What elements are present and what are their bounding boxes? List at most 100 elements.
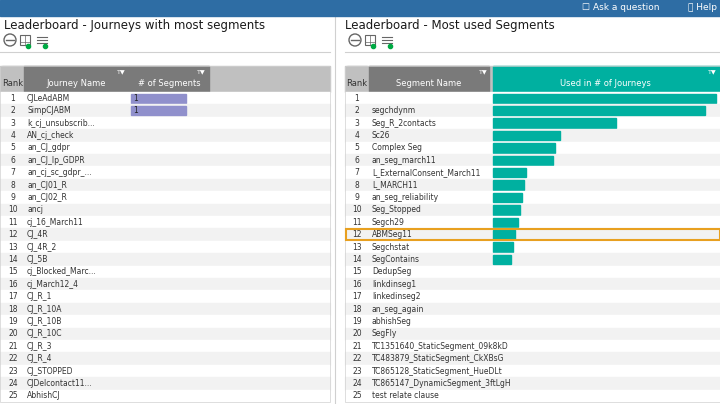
Bar xyxy=(0,66,330,92)
Bar xyxy=(493,168,526,177)
Text: CJ_R_10C: CJ_R_10C xyxy=(27,329,63,338)
Text: 6: 6 xyxy=(354,156,359,165)
Text: TC865128_StaticSegment_HueDLt: TC865128_StaticSegment_HueDLt xyxy=(372,366,503,375)
Text: 24: 24 xyxy=(8,379,18,388)
Text: abhishSeg: abhishSeg xyxy=(372,317,412,326)
Text: 21: 21 xyxy=(352,342,361,351)
Bar xyxy=(345,340,720,352)
Text: Leaderboard - Most used Segments: Leaderboard - Most used Segments xyxy=(345,19,554,32)
Bar xyxy=(345,66,720,92)
Text: # of Segments: # of Segments xyxy=(138,80,200,88)
Text: 16: 16 xyxy=(352,280,362,289)
Text: CJ_R_4: CJ_R_4 xyxy=(27,354,53,363)
Text: 2: 2 xyxy=(355,106,359,115)
Text: Complex Seg: Complex Seg xyxy=(372,143,422,152)
Text: 9: 9 xyxy=(11,193,15,202)
Text: 15: 15 xyxy=(352,267,362,276)
Text: TC865147_DynamicSegment_3ftLgH: TC865147_DynamicSegment_3ftLgH xyxy=(372,379,512,388)
Text: an_CJ01_R: an_CJ01_R xyxy=(27,181,67,189)
Text: segchdynm: segchdynm xyxy=(372,106,416,115)
Text: 20: 20 xyxy=(8,329,18,338)
Text: 25: 25 xyxy=(8,391,18,400)
Text: 15: 15 xyxy=(8,267,18,276)
Bar xyxy=(0,328,330,340)
Bar xyxy=(0,179,330,191)
Text: 23: 23 xyxy=(8,366,18,375)
Text: 4: 4 xyxy=(11,131,15,140)
Bar xyxy=(345,265,720,278)
Text: an_CJ_lp_GDPR: an_CJ_lp_GDPR xyxy=(27,156,85,165)
Bar xyxy=(493,255,511,264)
Bar xyxy=(345,141,720,154)
Bar xyxy=(0,66,330,402)
Bar xyxy=(345,154,720,166)
Bar xyxy=(0,278,330,290)
Text: ancj: ancj xyxy=(27,205,43,214)
Bar xyxy=(345,204,720,216)
Bar xyxy=(20,35,30,45)
Text: TC1351640_StaticSegment_09k8kD: TC1351640_StaticSegment_09k8kD xyxy=(372,342,509,351)
Bar xyxy=(493,131,560,140)
Text: 22: 22 xyxy=(8,354,18,363)
Bar xyxy=(131,106,186,115)
Bar xyxy=(493,93,716,103)
Text: ⓘ Help: ⓘ Help xyxy=(688,4,717,13)
Text: 21: 21 xyxy=(8,342,18,351)
Bar xyxy=(493,217,518,227)
Text: SegContains: SegContains xyxy=(372,255,420,264)
Text: 10: 10 xyxy=(352,205,362,214)
Text: CJ_R_1: CJ_R_1 xyxy=(27,292,53,301)
Bar xyxy=(493,106,705,115)
Text: CJ_R_10B: CJ_R_10B xyxy=(27,317,63,326)
Bar xyxy=(0,0,720,16)
Text: an_cj_sc_gdpr_...: an_cj_sc_gdpr_... xyxy=(27,168,91,177)
Bar xyxy=(345,290,720,303)
Bar xyxy=(345,191,720,204)
Text: Sc26: Sc26 xyxy=(372,131,390,140)
Text: an_CJ_gdpr: an_CJ_gdpr xyxy=(27,143,70,152)
Bar xyxy=(493,242,513,252)
Text: Leaderboard - Journeys with most segments: Leaderboard - Journeys with most segment… xyxy=(4,19,265,32)
Bar xyxy=(0,216,330,228)
Text: 17: 17 xyxy=(8,292,18,301)
Text: 23: 23 xyxy=(352,366,362,375)
Text: 11: 11 xyxy=(352,218,361,227)
Text: T▼: T▼ xyxy=(197,69,206,74)
Bar xyxy=(369,66,489,92)
Bar xyxy=(0,315,330,328)
Text: CJ_R_3: CJ_R_3 xyxy=(27,342,53,351)
Text: 12: 12 xyxy=(8,230,18,239)
Bar xyxy=(0,389,330,402)
Bar xyxy=(0,117,330,129)
Text: 1: 1 xyxy=(11,94,15,103)
Text: cj_March12_4: cj_March12_4 xyxy=(27,280,79,289)
Bar xyxy=(493,180,524,190)
Text: SimpCJABM: SimpCJABM xyxy=(27,106,71,115)
Text: 18: 18 xyxy=(352,305,361,314)
Bar xyxy=(345,216,720,228)
Bar xyxy=(493,143,555,152)
Bar xyxy=(0,265,330,278)
Bar xyxy=(346,229,719,240)
Text: 24: 24 xyxy=(352,379,362,388)
Text: 19: 19 xyxy=(8,317,18,326)
Text: ☐ Ask a question: ☐ Ask a question xyxy=(582,4,660,13)
Bar xyxy=(345,129,720,141)
Text: Journey Name: Journey Name xyxy=(47,80,107,88)
Bar xyxy=(0,340,330,352)
Text: AbhishCJ: AbhishCJ xyxy=(27,391,60,400)
Text: Segchstat: Segchstat xyxy=(372,242,410,252)
Bar xyxy=(0,290,330,303)
Bar xyxy=(345,328,720,340)
Text: 4: 4 xyxy=(354,131,359,140)
Text: 13: 13 xyxy=(8,242,18,252)
Text: 5: 5 xyxy=(354,143,359,152)
Bar xyxy=(345,389,720,402)
Text: 14: 14 xyxy=(8,255,18,264)
Text: T▼: T▼ xyxy=(708,69,716,74)
Bar xyxy=(0,166,330,179)
Text: 7: 7 xyxy=(354,168,359,177)
Bar xyxy=(0,241,330,253)
Text: Seg_R_2contacts: Seg_R_2contacts xyxy=(372,118,437,128)
Text: an_seg_again: an_seg_again xyxy=(372,305,424,314)
